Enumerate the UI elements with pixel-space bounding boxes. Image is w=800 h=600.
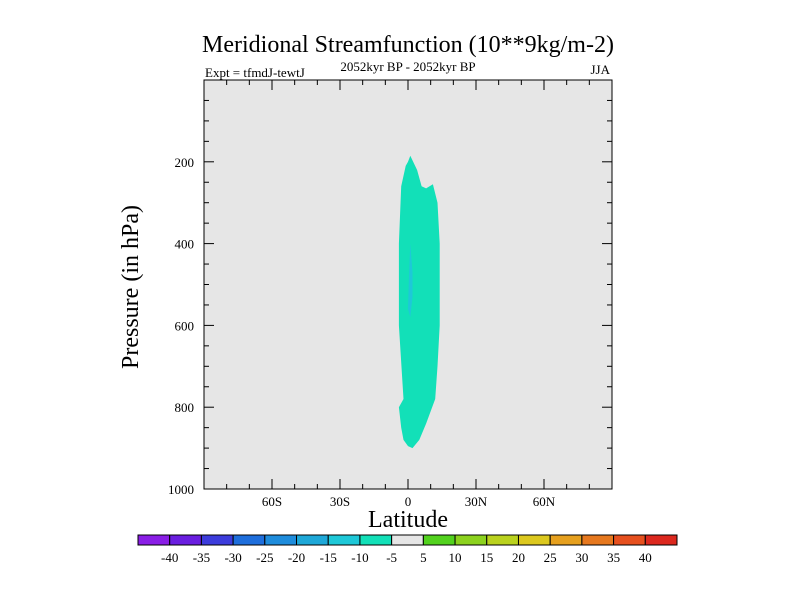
colorbar-box <box>137 534 171 546</box>
x-tick-label: 30N <box>465 494 488 509</box>
y-tick-label: 800 <box>175 400 195 415</box>
y-tick-label: 200 <box>175 155 195 170</box>
colorbar-label: -40 <box>161 550 178 565</box>
colorbar-label: 20 <box>512 550 525 565</box>
y-axis-title: Pressure (in hPa) <box>118 205 144 369</box>
colorbar-label: 25 <box>544 550 557 565</box>
y-tick-label: 400 <box>175 237 195 252</box>
period-label: 2052kyr BP - 2052kyr BP <box>340 59 475 74</box>
colorbar-label: 15 <box>480 550 493 565</box>
colorbar-label: -35 <box>193 550 210 565</box>
x-tick-label: 0 <box>405 494 412 509</box>
contour-region-cell-minus-15-to-minus-10 <box>408 243 413 318</box>
colorbar-box <box>486 534 519 546</box>
plot-area <box>203 79 613 490</box>
x-axis-title: Latitude <box>368 507 448 533</box>
colorbar-box <box>454 534 488 546</box>
x-axis: 60S 30S 0 30N 60N <box>203 80 613 509</box>
colorbar-label: 40 <box>639 550 652 565</box>
colorbar-box <box>200 534 234 546</box>
colorbar: -40 -35 -30 -25 -20 -15 -10 -5 5 10 15 20 25 30 35 40 <box>137 534 678 565</box>
y-tick-label: 600 <box>175 318 195 333</box>
colorbar-box <box>327 534 361 546</box>
colorbar-label: 35 <box>607 550 620 565</box>
colorbar-label: -15 <box>320 550 337 565</box>
y-axis: 200 400 600 800 1000 <box>168 99 612 497</box>
colorbar-box <box>517 534 551 546</box>
colorbar-label: 10 <box>449 550 462 565</box>
colorbar-label: -10 <box>351 550 368 565</box>
x-tick-label: 30S <box>330 494 350 509</box>
colorbar-box <box>613 534 646 546</box>
colorbar-box <box>644 534 678 546</box>
colorbar-box <box>581 534 615 546</box>
colorbar-box <box>264 534 298 546</box>
colorbar-box <box>422 534 456 546</box>
x-tick-label: 60S <box>262 494 282 509</box>
colorbar-label: -5 <box>386 550 397 565</box>
experiment-label: Expt = tfmdJ-tewtJ <box>205 65 305 80</box>
colorbar-box <box>169 534 202 546</box>
y-tick-label: 1000 <box>168 482 194 497</box>
colorbar-box <box>549 534 583 546</box>
colorbar-label: -30 <box>224 550 241 565</box>
colorbar-label: 5 <box>420 550 427 565</box>
colorbar-box <box>232 534 266 546</box>
colorbar-label: -25 <box>256 550 273 565</box>
colorbar-box <box>296 534 329 546</box>
colorbar-box <box>359 534 393 546</box>
contour-region-cell-minus-10-to-minus-5 <box>398 155 440 449</box>
chart-title: Meridional Streamfunction (10**9kg/m-2) <box>202 32 614 58</box>
colorbar-box <box>391 534 424 546</box>
x-tick-label: 60N <box>533 494 556 509</box>
colorbar-label: 30 <box>575 550 588 565</box>
colorbar-label: -20 <box>288 550 305 565</box>
season-label: JJA <box>590 62 610 77</box>
